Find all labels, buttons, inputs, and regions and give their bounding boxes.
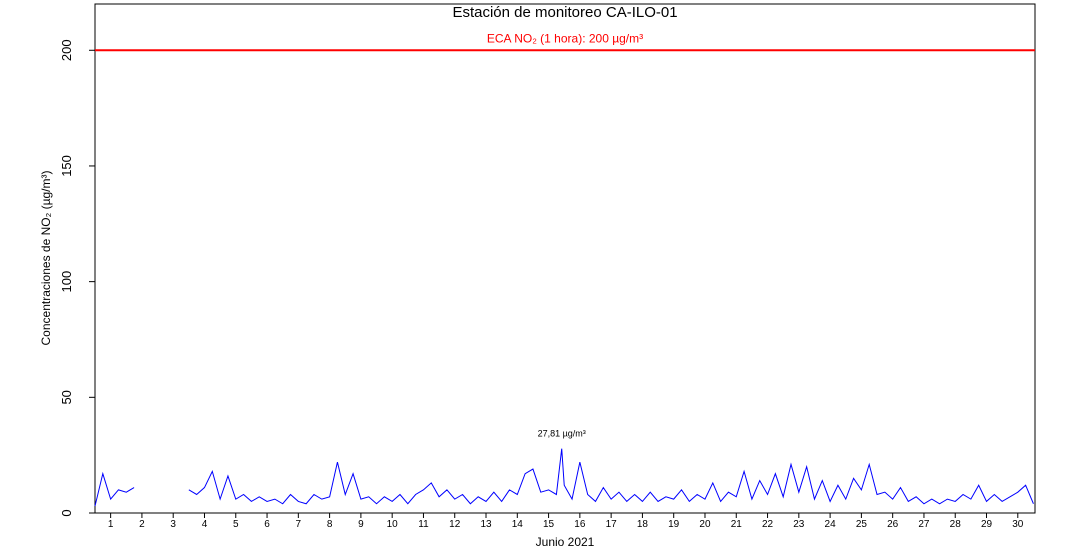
x-tick-label: 12 (449, 519, 461, 530)
peak-label: 27,81 µg/m³ (538, 429, 586, 439)
x-tick-label: 5 (233, 519, 239, 530)
x-tick-label: 17 (606, 519, 618, 530)
x-tick-label: 7 (296, 519, 302, 530)
threshold-label: ECA NO₂ (1 hora): 200 µg/m³ (487, 31, 643, 45)
x-tick-label: 22 (762, 519, 774, 530)
x-tick-label: 19 (668, 519, 680, 530)
x-tick-label: 24 (825, 519, 837, 530)
y-tick-label: 150 (59, 155, 74, 177)
x-tick-label: 9 (358, 519, 364, 530)
x-tick-label: 4 (202, 519, 208, 530)
x-tick-label: 1 (108, 519, 114, 530)
chart-title: Estación de monitoreo CA-ILO-01 (452, 4, 677, 21)
x-tick-label: 3 (170, 519, 176, 530)
x-tick-label: 8 (327, 519, 333, 530)
x-tick-label: 16 (574, 519, 586, 530)
x-tick-label: 28 (950, 519, 962, 530)
x-tick-label: 10 (387, 519, 399, 530)
x-tick-label: 27 (918, 519, 930, 530)
data-line (94, 448, 1034, 507)
x-tick-label: 29 (981, 519, 993, 530)
x-tick-label: 20 (699, 519, 711, 530)
x-tick-label: 15 (543, 519, 555, 530)
y-axis-label: Concentraciones de NO₂ (µg/m³) (39, 171, 53, 346)
y-tick-label: 200 (59, 39, 74, 61)
y-tick-label: 0 (59, 509, 74, 516)
x-tick-label: 23 (793, 519, 805, 530)
x-tick-label: 6 (264, 519, 270, 530)
x-tick-label: 26 (887, 519, 899, 530)
x-tick-label: 11 (418, 519, 429, 530)
x-tick-label: 30 (1012, 519, 1024, 530)
x-tick-label: 2 (139, 519, 145, 530)
x-tick-label: 13 (480, 519, 492, 530)
plot-frame (94, 3, 1036, 514)
x-tick-label: 14 (512, 519, 524, 530)
x-axis-label: Junio 2021 (536, 535, 595, 549)
x-tick-label: 25 (856, 519, 868, 530)
x-tick-label: 18 (637, 519, 649, 530)
x-tick-label: 21 (731, 519, 743, 530)
y-tick-label: 100 (59, 271, 74, 293)
y-tick-label: 50 (59, 390, 74, 404)
